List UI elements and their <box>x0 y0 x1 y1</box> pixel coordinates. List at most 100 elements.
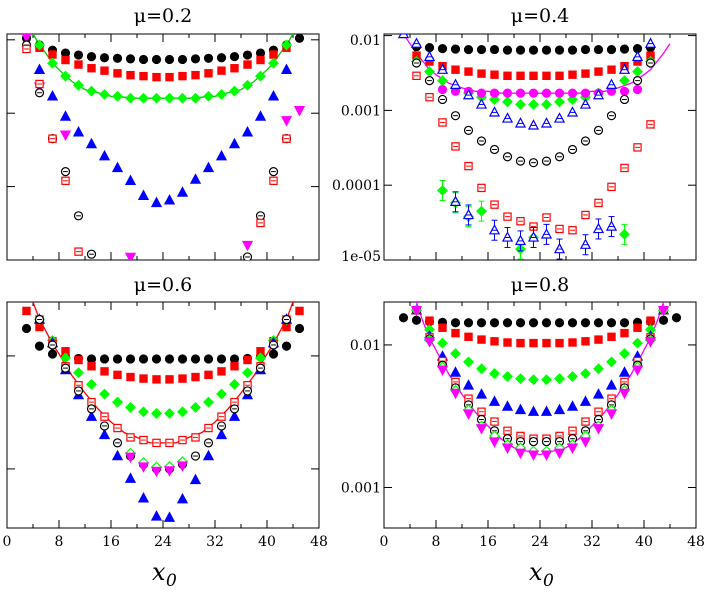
marker-circle <box>502 318 513 328</box>
marker-diamond <box>567 371 578 383</box>
marker-square <box>568 70 577 79</box>
marker-circle <box>190 354 201 364</box>
marker-triangle-up <box>579 98 592 109</box>
marker-triangle-down <box>137 462 150 473</box>
marker-square <box>581 337 590 346</box>
data-points <box>21 306 305 522</box>
marker-triangle-up <box>176 492 189 504</box>
marker-triangle-up <box>215 428 228 440</box>
x-tick-label: 32 <box>206 534 224 550</box>
marker-triangle-up <box>137 189 150 200</box>
marker-circle <box>567 88 578 98</box>
marker-circle <box>34 341 45 351</box>
marker-square <box>477 335 486 344</box>
x-axis-label-main: x <box>529 558 543 586</box>
marker-diamond <box>112 90 123 102</box>
marker-circle <box>99 354 110 364</box>
panel-title: μ=0.4 <box>511 5 569 27</box>
marker-square <box>74 355 83 365</box>
marker-square <box>256 55 265 65</box>
marker-diamond <box>151 407 162 419</box>
marker-circle <box>580 88 591 98</box>
marker-triangle-up <box>553 242 566 254</box>
panel-title: μ=0.6 <box>134 274 192 296</box>
marker-triangle-up <box>397 34 410 39</box>
marker-circle <box>450 318 461 328</box>
panel-mu-0.4: μ=0.4 1e-05 0.0001 0.001 0.01 <box>332 5 697 265</box>
marker-triangle-up <box>462 379 475 390</box>
marker-triangle-down <box>475 424 488 435</box>
x-tick-label: 8 <box>55 534 64 550</box>
marker-diamond <box>151 92 162 104</box>
marker-triangle-down <box>280 116 293 127</box>
marker-circle <box>580 44 591 55</box>
marker-triangle-up <box>566 400 579 411</box>
marker-square <box>594 335 603 344</box>
marker-diamond <box>242 79 253 91</box>
marker-circle <box>567 318 578 328</box>
marker-triangle-up <box>475 388 488 399</box>
marker-triangle-up <box>436 63 449 74</box>
marker-square <box>243 60 252 69</box>
marker-triangle-up <box>527 119 540 130</box>
marker-circle <box>164 54 175 65</box>
marker-circle <box>541 88 552 98</box>
marker-circle <box>424 43 435 53</box>
marker-triangle-up <box>501 112 514 123</box>
marker-circle <box>476 318 487 328</box>
marker-diamond <box>476 363 487 375</box>
marker-square <box>555 71 564 81</box>
marker-triangle-down <box>423 337 436 348</box>
marker-circle <box>177 354 188 364</box>
marker-square <box>204 69 213 78</box>
marker-diamond <box>489 94 500 105</box>
marker-circle <box>99 53 110 63</box>
marker-circle <box>502 45 513 55</box>
marker-square <box>555 338 564 348</box>
marker-circle <box>125 354 136 364</box>
marker-diamond <box>229 85 240 97</box>
marker-square <box>217 66 226 75</box>
marker-triangle-up <box>280 63 293 75</box>
marker-circle <box>489 88 500 98</box>
marker-square <box>490 70 499 79</box>
marker-circle <box>437 84 448 95</box>
marker-diamond <box>60 70 71 82</box>
marker-circle <box>177 54 188 65</box>
marker-triangle-up <box>150 196 163 208</box>
x-tick-label: 24 <box>154 534 172 550</box>
marker-diamond <box>528 374 539 386</box>
marker-triangle-down <box>150 466 163 478</box>
x-tick-label: 48 <box>310 534 328 550</box>
marker-triangle-down <box>124 252 137 260</box>
marker-square <box>516 71 525 81</box>
marker-square <box>126 372 135 382</box>
marker-triangle-up <box>592 222 605 234</box>
marker-circle <box>164 354 175 364</box>
marker-triangle-up <box>462 208 475 220</box>
marker-diamond <box>515 373 526 385</box>
marker-circle <box>463 44 474 55</box>
y-tick-label: 0.0001 <box>332 178 381 194</box>
marker-triangle-up <box>423 50 436 62</box>
marker-triangle-down <box>124 452 137 464</box>
marker-triangle-up <box>488 223 501 235</box>
marker-circle <box>398 313 409 323</box>
marker-diamond <box>528 99 539 110</box>
marker-circle <box>489 44 500 55</box>
marker-square <box>464 332 473 342</box>
marker-triangle-down <box>644 337 657 348</box>
marker-square <box>100 367 109 376</box>
marker-square <box>191 70 200 80</box>
marker-triangle-up <box>631 50 644 62</box>
marker-circle <box>658 315 669 325</box>
marker-diamond <box>554 96 565 108</box>
marker-triangle-up <box>592 388 605 399</box>
marker-circle <box>294 34 305 43</box>
y-tick-label: 0.01 <box>350 338 381 354</box>
marker-diamond <box>580 368 591 379</box>
marker-square <box>139 71 148 81</box>
marker-triangle-up <box>176 186 189 197</box>
marker-diamond <box>502 96 513 108</box>
marker-triangle-down <box>540 450 553 461</box>
